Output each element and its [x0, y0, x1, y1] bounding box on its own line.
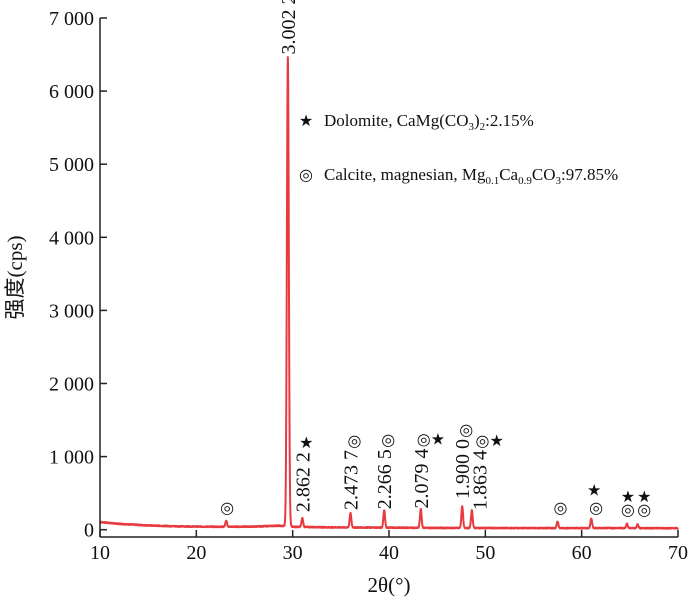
y-axis-title: 强度(cps): [3, 236, 27, 320]
peak-marker: ◎★: [476, 433, 504, 450]
y-tick-label: 6 000: [49, 81, 94, 103]
series-line-xrd: [99, 56, 679, 530]
calcite-marker: ◎: [621, 502, 635, 519]
dolomite-marker: ★: [621, 489, 635, 506]
y-tick-label: 7 000: [49, 8, 94, 30]
x-axis-title: 2θ(°): [368, 573, 411, 597]
x-tick-label: 70: [668, 542, 688, 564]
peak-label: 2.862 2: [292, 452, 314, 512]
y-tick-label: 3 000: [49, 300, 94, 322]
x-tick-label: 50: [475, 542, 495, 564]
dolomite-marker: ★: [587, 482, 601, 499]
x-ticks: 10 20 30 40 50 60 70: [90, 530, 688, 564]
x-tick-label: 10: [90, 542, 110, 564]
legend: ★ Dolomite, CaMg(CO3)2:2.15% ◎ Calcite, mag…: [299, 111, 618, 187]
peak-label: 1.900 0: [452, 439, 474, 499]
y-ticks: 0 1 000 2 000 3 000 4 000 5 000 6 000 7 000: [49, 8, 107, 542]
dolomite-marker: ★: [637, 489, 651, 506]
peak-marker: ◎: [459, 422, 473, 439]
x-tick-label: 20: [186, 542, 206, 564]
peak-labels: 3.002 2◎2.862 2★2.473 7◎2.266 5◎2.079 4◎…: [278, 0, 504, 512]
x-tick-label: 40: [379, 542, 399, 564]
calcite-marker: ◎: [220, 500, 234, 517]
x-tick-label: 60: [572, 542, 592, 564]
legend-symbol: ◎: [299, 167, 313, 184]
y-tick-label: 4 000: [49, 227, 94, 249]
peak-label: 2.473 7: [340, 450, 362, 510]
y-tick-label: 2 000: [49, 373, 94, 395]
legend-label: Dolomite, CaMg(CO3)2:2.15%: [324, 111, 534, 133]
x-tick-label: 30: [283, 542, 303, 564]
calcite-marker: ◎: [637, 502, 651, 519]
y-tick-label: 0: [84, 520, 94, 542]
peak-label: 2.266 5: [374, 449, 396, 509]
legend-symbol: ★: [299, 113, 313, 130]
calcite-marker: ◎: [553, 500, 567, 517]
y-tick-label: 5 000: [49, 154, 94, 176]
peak-marker: ★: [299, 435, 313, 452]
peak-marker: ◎: [347, 433, 361, 450]
peak-marker: ◎: [381, 432, 395, 449]
calcite-marker: ◎: [589, 500, 603, 517]
peak-label: 1.863 4: [470, 450, 492, 510]
peak-label: 3.002 2: [278, 0, 300, 55]
peak-label: 2.079 4: [411, 448, 433, 508]
phase-markers: ◎ ◎ ◎★◎★◎★: [220, 482, 651, 519]
peak-marker: ◎★: [417, 431, 445, 448]
legend-label: Calcite, magnesian, Mg0.1Ca0.9CO3:97.85%: [324, 165, 618, 187]
y-tick-label: 1 000: [49, 447, 94, 469]
